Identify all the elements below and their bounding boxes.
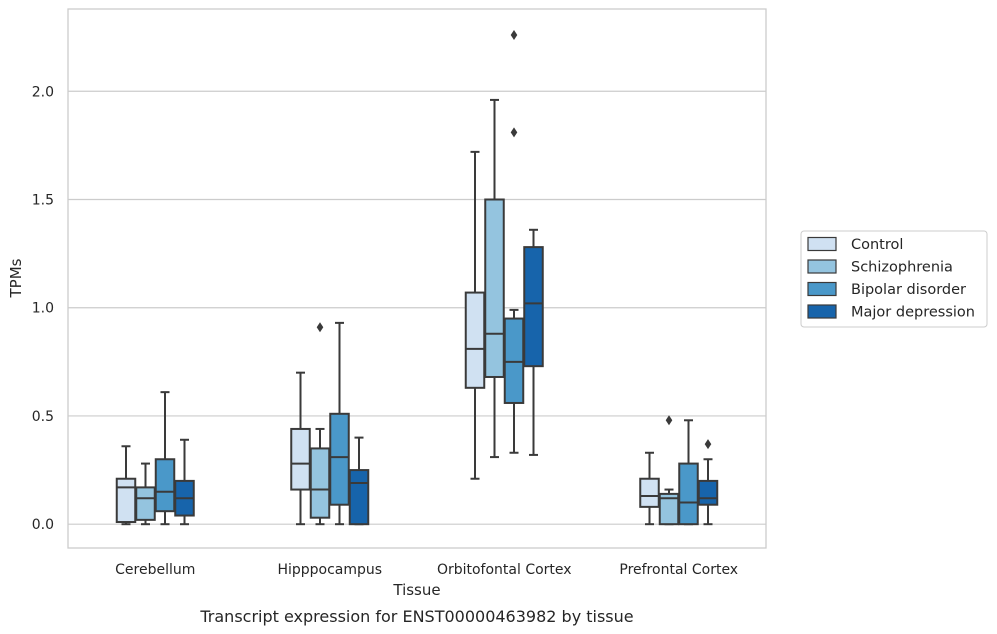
x-tick-labels: Cerebellum Hipppocampus Orbitofontal Corte…	[115, 562, 738, 578]
y-tick-label: 2.0	[32, 84, 54, 100]
box-plot-group	[115, 445, 137, 526]
box-plot-group	[135, 462, 156, 526]
x-tick-label: Cerebellum	[115, 562, 195, 578]
legend-entry-label: Control	[851, 237, 903, 253]
box	[115, 477, 137, 524]
outlier-marker	[704, 439, 712, 450]
outlier-marker	[510, 127, 518, 138]
legend-swatch	[807, 259, 837, 274]
box-series	[115, 29, 719, 526]
box-plot-group	[658, 415, 680, 526]
box	[309, 447, 331, 519]
box	[639, 477, 660, 508]
x-tick-label: Prefrontal Cortex	[619, 562, 738, 578]
chart-caption: Transcript expression for ENST0000046398…	[199, 607, 633, 626]
legend-entry-label: Schizophrenia	[851, 260, 953, 276]
series-schizophrenia	[135, 98, 680, 526]
y-tick-label: 1.5	[32, 192, 54, 208]
box	[464, 291, 486, 389]
legend-entry-label: Major depression	[851, 305, 975, 321]
x-tick-label: Hipppocampus	[277, 562, 382, 578]
box-plot-group	[639, 451, 660, 526]
box	[503, 317, 525, 404]
plot-frame	[67, 8, 767, 549]
y-tick-label: 0.0	[32, 517, 54, 533]
y-tick-labels: 0.0 0.5 1.0 1.5 2.0	[32, 84, 54, 533]
outlier-marker	[316, 322, 324, 333]
x-axis-label: Tissue	[392, 581, 440, 599]
y-tick-label: 1.0	[32, 301, 54, 317]
series-control	[115, 150, 660, 526]
box-plot-group	[348, 436, 370, 526]
box-plot-group	[329, 321, 350, 526]
box	[348, 469, 370, 526]
box	[135, 486, 156, 521]
box	[290, 427, 311, 491]
box	[697, 479, 719, 506]
y-axis-label: TPMs	[7, 258, 25, 298]
series-major-depression	[174, 228, 719, 526]
box-plot-group	[174, 438, 195, 526]
legend-swatch	[807, 281, 837, 297]
legend-swatch	[807, 236, 837, 252]
box-plot-group	[697, 439, 719, 526]
x-tick-label: Orbitofontal Cortex	[437, 562, 572, 578]
legend-frame	[800, 230, 988, 328]
outlier-marker	[665, 415, 673, 426]
y-tick-label: 0.5	[32, 409, 54, 425]
box	[523, 246, 544, 368]
legend-swatch	[807, 304, 837, 319]
box-plot-group	[523, 228, 544, 456]
legend-entry-label: Bipolar disorder	[851, 282, 966, 298]
box	[678, 462, 699, 526]
box-plot-group	[290, 371, 311, 526]
box-plot-group	[484, 98, 505, 459]
legend: Control Schizophrenia Bipolar disorder Majo…	[800, 230, 988, 328]
series-bipolar-disorder	[154, 29, 699, 526]
box	[154, 458, 176, 513]
box	[329, 412, 350, 506]
outlier-marker	[510, 29, 518, 40]
box	[484, 198, 505, 378]
